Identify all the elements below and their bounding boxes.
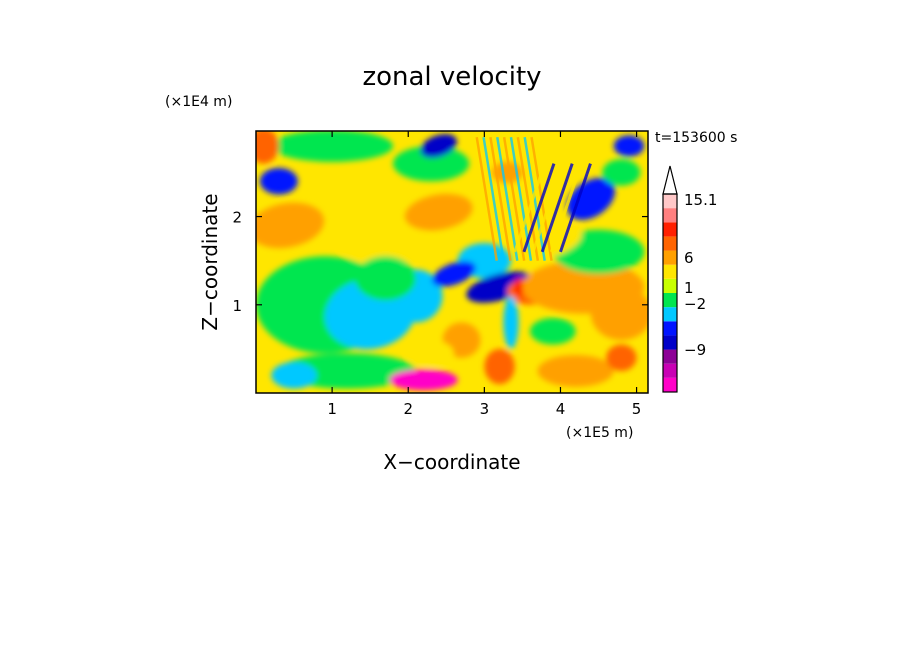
field-blob (271, 362, 317, 389)
field-blob (606, 344, 637, 371)
colorbar-swatch (663, 194, 677, 209)
field-blob (590, 287, 648, 341)
field-blob (613, 135, 645, 157)
colorbar-swatch (663, 236, 677, 251)
colorbar-swatch (663, 250, 677, 265)
colorbar-extend-arrow (662, 165, 678, 195)
colorbar-labels: 15.1 6 1−2 −9 (684, 191, 717, 359)
colorbar-label: −9 (684, 341, 706, 359)
colorbar-swatch (663, 377, 677, 392)
chart-title: zonal velocity (362, 62, 541, 92)
wave-stripe (475, 136, 498, 261)
wave-stripe (489, 136, 512, 261)
wave-stripe (523, 136, 546, 261)
wave-stripe (522, 163, 556, 253)
field-blob (259, 168, 298, 195)
field-blobs (256, 131, 648, 391)
x-unit-label: (×1E5 m) (566, 425, 633, 441)
wave-stripe (513, 163, 547, 253)
wave-stripe (540, 163, 574, 253)
y-tick-label: 2 (232, 209, 242, 227)
wave-stripe (531, 163, 565, 253)
colorbar-frame (662, 193, 678, 393)
colorbar-label: 1 (684, 279, 694, 297)
field-blob (339, 220, 432, 266)
wave-stripe (559, 163, 592, 253)
colorbar-label: −2 (684, 295, 706, 313)
field-blob (420, 134, 457, 158)
y-axis-label: Z−coordinate (198, 193, 222, 330)
field-blob (256, 202, 325, 249)
time-label: t=153600 s (655, 130, 737, 146)
field-blob (537, 355, 614, 387)
wave-stripe (496, 136, 519, 261)
wave-stripe (482, 136, 505, 261)
colorbar (662, 165, 678, 393)
field-blob (484, 348, 515, 385)
colorbar-swatch (663, 307, 677, 322)
y-unit-label: (×1E4 m) (165, 94, 232, 110)
wave-stripe (549, 163, 583, 253)
colorbar-swatch (663, 349, 677, 364)
field-blob (393, 145, 470, 182)
colorbar-swatch (663, 222, 677, 237)
field-blob (514, 278, 524, 296)
field-blob (432, 261, 476, 287)
field-blob (271, 131, 393, 162)
x-tick-label: 2 (403, 400, 413, 418)
colorbar-swatch (663, 208, 677, 223)
wave-stripe (516, 136, 540, 261)
x-tick-label: 5 (632, 400, 642, 418)
colorbar-swatch (663, 335, 677, 350)
field-blob (503, 295, 519, 349)
x-tick-label: 1 (327, 400, 337, 418)
x-axis: 1 2 3 4 5 (327, 131, 641, 418)
colorbar-label: 15.1 (684, 191, 717, 209)
colorbar-swatch (663, 278, 677, 293)
field-blob (389, 369, 458, 391)
x-axis-label: X−coordinate (383, 450, 520, 474)
field-blob (566, 177, 615, 220)
x-tick-label: 3 (480, 400, 490, 418)
colorbar-label: 6 (684, 249, 694, 267)
colorbar-swatch (663, 264, 677, 279)
field-blob (530, 318, 576, 345)
field-blob (602, 159, 641, 186)
velocity-field (256, 131, 648, 393)
x-tick-label: 4 (556, 400, 566, 418)
y-tick-label: 1 (232, 297, 242, 315)
field-blob (408, 340, 454, 367)
wave-stripes (475, 136, 592, 261)
y-axis: 12 (232, 209, 648, 315)
field-blob (404, 193, 473, 231)
plot-frame (255, 130, 649, 394)
colorbar-swatch (663, 293, 677, 308)
colorbar-swatch (663, 363, 677, 378)
field-blob (256, 131, 279, 164)
colorbar-swatch (663, 321, 677, 336)
field-blob (354, 256, 416, 301)
wave-stripe (502, 136, 526, 261)
